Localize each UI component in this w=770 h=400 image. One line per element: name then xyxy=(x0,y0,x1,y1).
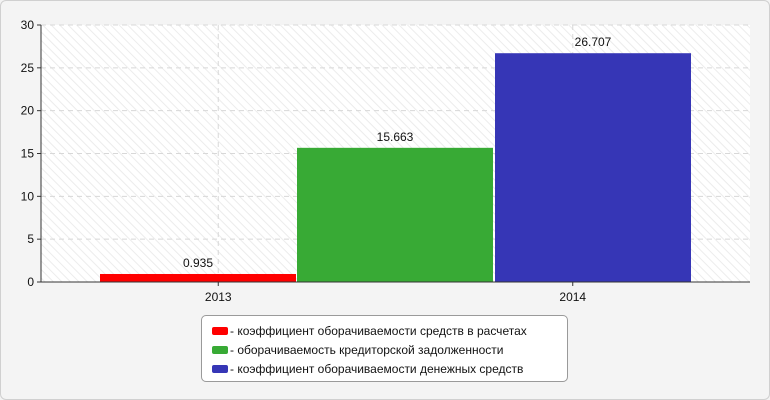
bars: 0.935 15.663 26.707 xyxy=(100,35,691,282)
legend-item: - коэффициент оборачиваемости денежных с… xyxy=(212,359,567,378)
legend-swatch-blue xyxy=(212,364,228,373)
data-label: 26.707 xyxy=(575,35,612,49)
bar xyxy=(100,273,296,282)
legend-swatch-green xyxy=(212,345,228,354)
y-tick-label: 30 xyxy=(21,18,35,32)
bar xyxy=(297,147,493,282)
legend-label: - коэффициент оборачиваемости средств в … xyxy=(230,323,527,338)
y-tick-label: 25 xyxy=(21,61,35,75)
y-tick-label: 10 xyxy=(21,189,35,203)
y-tick-label: 20 xyxy=(21,104,35,118)
legend-label: - коэффициент оборачиваемости денежных с… xyxy=(230,361,524,376)
y-axis-ticks: 0 5 10 15 20 25 30 xyxy=(21,18,41,289)
legend-swatch-red xyxy=(212,326,228,335)
legend-item: - коэффициент оборачиваемости средств в … xyxy=(212,321,567,340)
y-tick-label: 15 xyxy=(21,147,35,161)
x-tick-label: 2013 xyxy=(205,290,232,304)
data-label: 15.663 xyxy=(377,130,414,144)
legend: - коэффициент оборачиваемости средств в … xyxy=(201,315,568,382)
legend-label: - оборачиваемость кредиторской задолженн… xyxy=(230,342,504,357)
y-tick-label: 5 xyxy=(27,232,34,246)
legend-item: - оборачиваемость кредиторской задолженн… xyxy=(212,340,567,359)
data-label: 0.935 xyxy=(183,256,213,270)
bar xyxy=(495,53,691,282)
x-axis-ticks: 2013 2014 xyxy=(205,282,586,304)
y-tick-label: 0 xyxy=(27,275,34,289)
x-tick-label: 2014 xyxy=(559,290,586,304)
